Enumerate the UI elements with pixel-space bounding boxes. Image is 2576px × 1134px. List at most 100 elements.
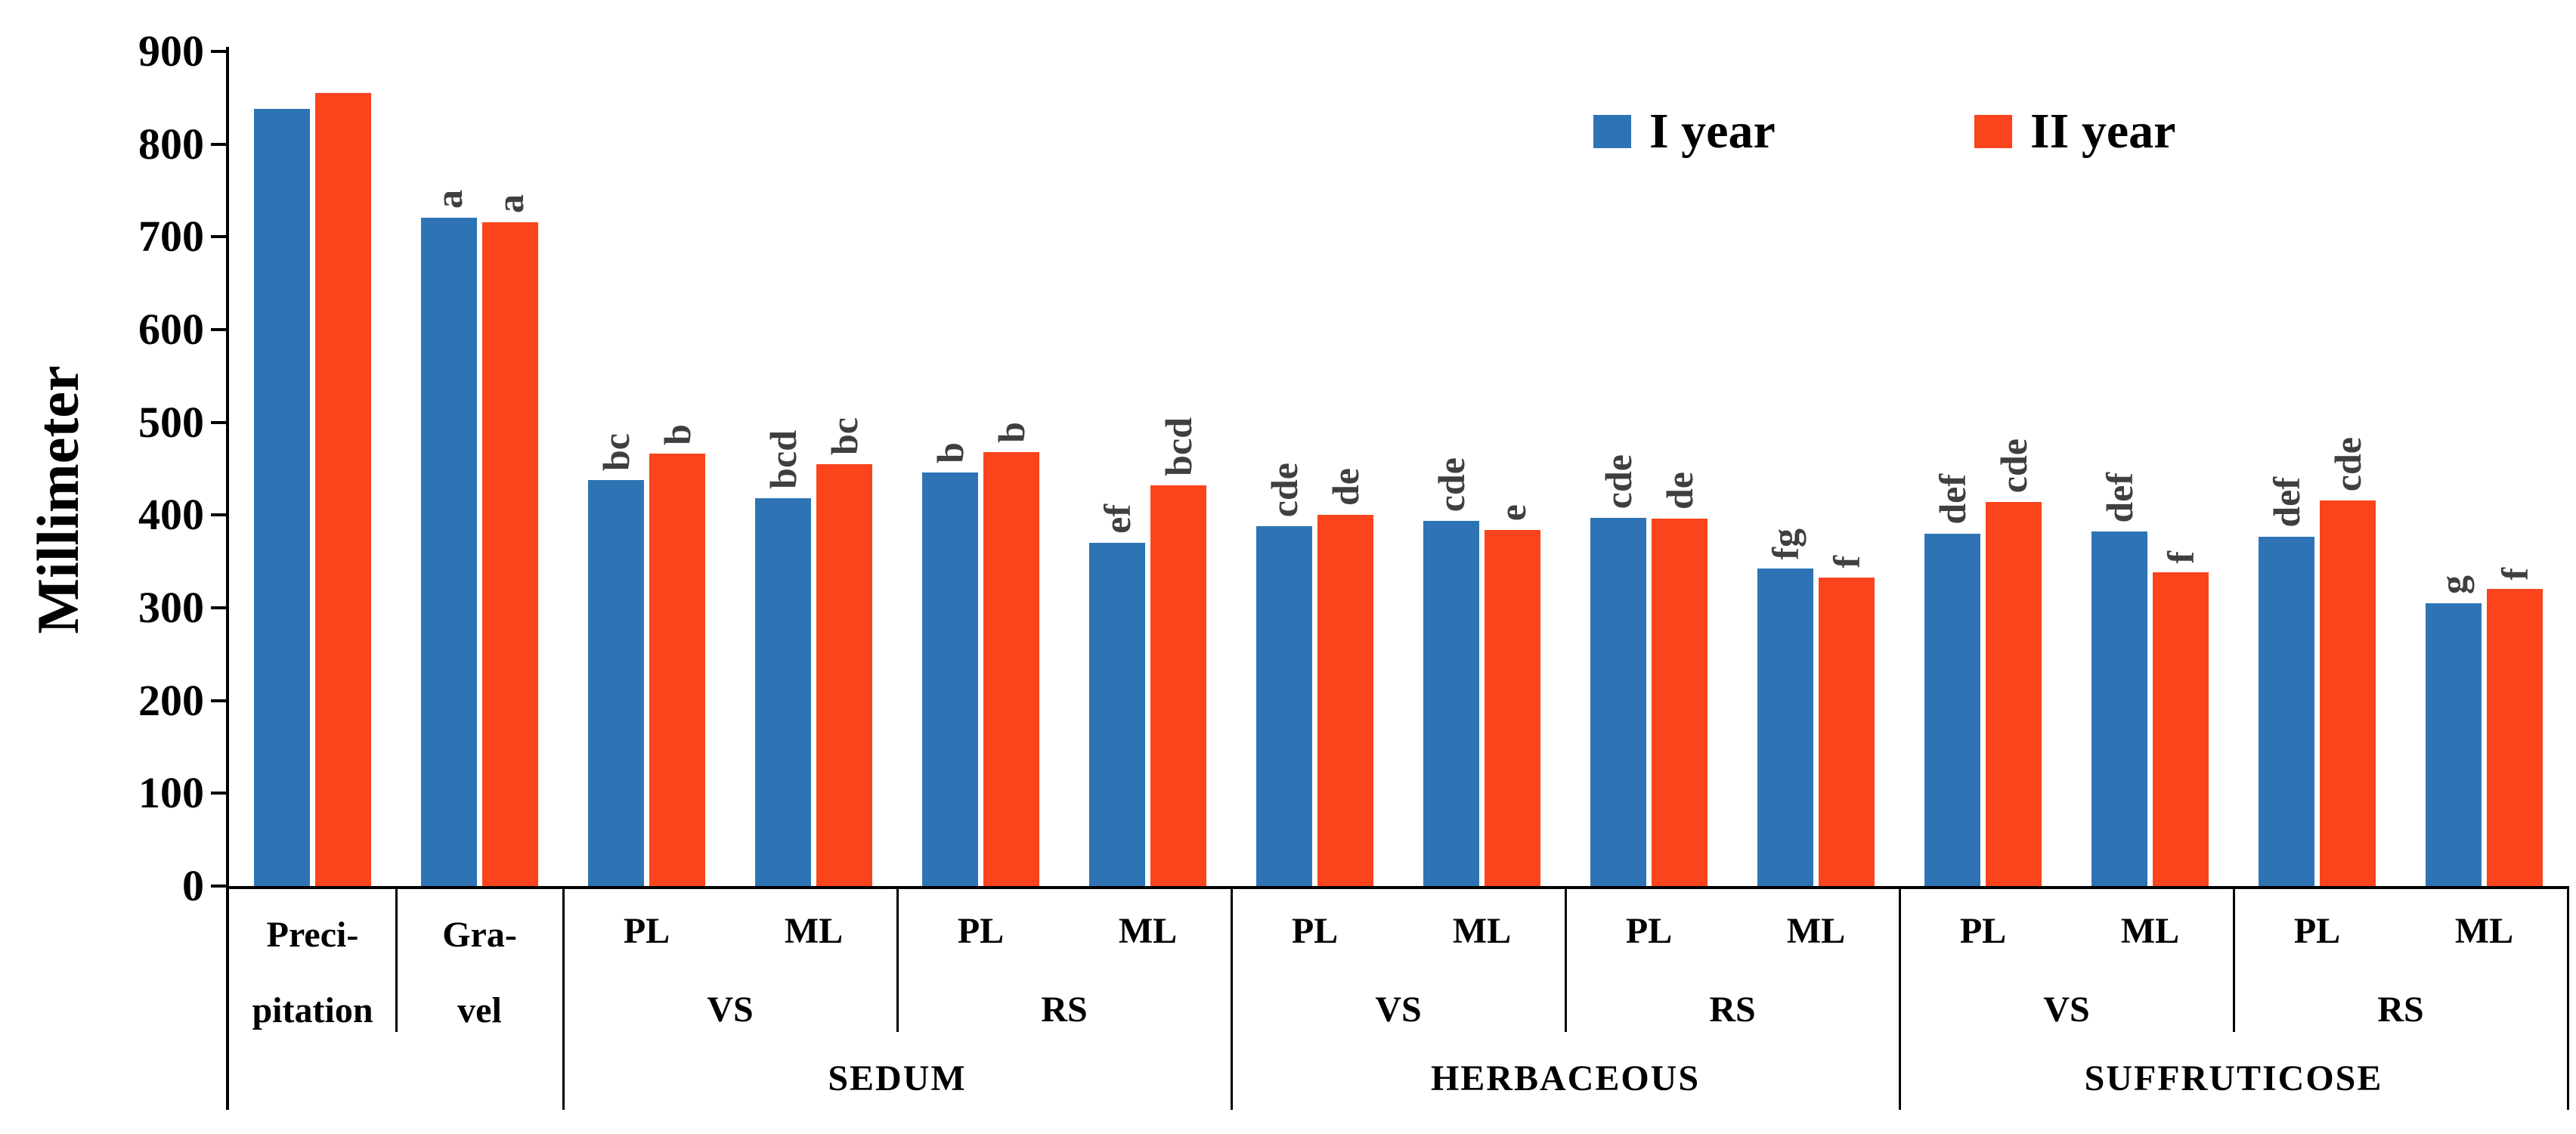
bar-ii-year xyxy=(1317,515,1373,886)
bar-i-year xyxy=(1757,569,1813,886)
y-tick-label: 200 xyxy=(138,675,204,725)
bar-i-year xyxy=(2426,603,2482,886)
x-cell-label: ML xyxy=(2454,911,2514,951)
y-axis-line xyxy=(226,47,229,1110)
category-divider xyxy=(2567,886,2569,1110)
bar-i-year xyxy=(755,498,811,886)
x-cell-label: PL xyxy=(623,911,670,951)
sig-letter: ef xyxy=(1096,504,1138,534)
bar-ii-year xyxy=(983,451,1039,886)
bar-i-year xyxy=(421,217,477,886)
x-cell-label: PL xyxy=(957,911,1005,951)
bar-i-year xyxy=(2091,531,2147,886)
x-cell-label: PL xyxy=(2293,911,2341,951)
x-cell-label: Gra- xyxy=(442,915,517,955)
x-cell-label: PL xyxy=(1959,911,2007,951)
x-cell-label: vel xyxy=(457,990,502,1030)
sig-letter: cde xyxy=(1597,454,1639,510)
x-group2-label: RS xyxy=(1041,990,1088,1030)
bar-ii-year xyxy=(649,454,705,886)
sig-letter: de xyxy=(1324,468,1367,507)
y-tick-label: 400 xyxy=(138,490,204,540)
sig-letter: f xyxy=(2160,550,2202,564)
legend-label-ii-year: II year xyxy=(2030,104,2176,159)
sig-letter: cde xyxy=(1430,457,1472,512)
y-tick-label: 300 xyxy=(138,583,204,632)
y-tick-mark xyxy=(211,420,229,424)
sig-letter: f xyxy=(1825,555,1868,569)
x-cell-label: ML xyxy=(2120,911,2180,951)
sig-letter: b xyxy=(990,422,1033,443)
y-tick-mark xyxy=(211,142,229,146)
sig-letter: bc xyxy=(595,432,637,471)
bar-i-year xyxy=(588,479,644,886)
x-group2-label: RS xyxy=(1709,990,1756,1030)
category-divider xyxy=(1899,886,1901,1110)
x-group2-label: VS xyxy=(1375,990,1422,1030)
sig-letter: cde xyxy=(1263,462,1305,518)
x-group2-label: VS xyxy=(707,990,754,1030)
bar-i-year xyxy=(1590,518,1646,886)
sig-letter: bcd xyxy=(762,430,804,490)
y-tick-label: 700 xyxy=(138,212,204,262)
y-tick-mark xyxy=(211,606,229,609)
bar-ii-year xyxy=(1819,577,1875,886)
y-tick-label: 800 xyxy=(138,119,204,169)
y-tick-mark xyxy=(211,235,229,239)
bar-ii-year xyxy=(1986,502,2042,886)
bar-i-year xyxy=(1089,543,1145,886)
x-group3-label: SEDUM xyxy=(828,1058,967,1098)
bar-ii-year xyxy=(1150,485,1206,886)
x-cell-label: ML xyxy=(1786,911,1846,951)
bar-ii-year xyxy=(816,463,872,886)
x-group2-label: VS xyxy=(2043,990,2090,1030)
category-divider xyxy=(2233,886,2235,1032)
y-tick-mark xyxy=(211,513,229,517)
sig-letter: a xyxy=(428,189,470,209)
sig-letter: a xyxy=(489,194,531,213)
bar-ii-year xyxy=(1652,519,1708,886)
bar-ii-year xyxy=(2153,572,2209,886)
bar-i-year xyxy=(922,472,978,886)
sig-letter: bcd xyxy=(1157,417,1200,477)
sig-letter: def xyxy=(2265,476,2308,528)
x-cell-label: ML xyxy=(1452,911,1512,951)
x-cell-label: pitation xyxy=(252,990,373,1030)
bar-ii-year xyxy=(2487,589,2543,886)
x-group3-label: SUFFRUTICOSE xyxy=(2084,1058,2383,1098)
y-tick-mark xyxy=(211,885,229,888)
category-divider xyxy=(1231,886,1233,1110)
y-tick-label: 0 xyxy=(182,861,204,910)
category-divider xyxy=(562,886,565,1110)
x-cell-label: Preci- xyxy=(266,915,359,955)
bar-ii-year xyxy=(315,93,371,886)
category-divider xyxy=(896,886,899,1032)
category-divider xyxy=(1565,886,1567,1032)
sig-letter: bc xyxy=(823,417,865,455)
y-tick-label: 500 xyxy=(138,397,204,447)
sig-letter: e xyxy=(1491,503,1534,521)
y-tick-label: 100 xyxy=(138,768,204,818)
bar-i-year xyxy=(1256,526,1312,886)
y-tick-mark xyxy=(211,792,229,795)
sig-letter: def xyxy=(2098,472,2141,523)
x-cell-label: PL xyxy=(1291,911,1339,951)
y-tick-mark xyxy=(211,50,229,53)
bar-i-year xyxy=(2259,536,2314,886)
bar-ii-year xyxy=(482,222,538,886)
legend-swatch-i-year xyxy=(1593,115,1631,148)
y-tick-mark xyxy=(211,699,229,702)
x-axis-line xyxy=(226,886,2568,889)
sig-letter: def xyxy=(1931,474,1974,525)
bar-i-year xyxy=(254,109,310,886)
bar-ii-year xyxy=(2320,500,2376,886)
x-group2-label: RS xyxy=(2377,990,2424,1030)
sig-letter: b xyxy=(929,442,971,463)
legend-swatch-ii-year xyxy=(1974,115,2012,148)
sig-letter: b xyxy=(656,423,698,445)
y-tick-mark xyxy=(211,328,229,331)
x-cell-label: ML xyxy=(784,911,844,951)
sig-letter: cde xyxy=(1992,438,2035,494)
y-tick-label: 900 xyxy=(138,26,204,76)
